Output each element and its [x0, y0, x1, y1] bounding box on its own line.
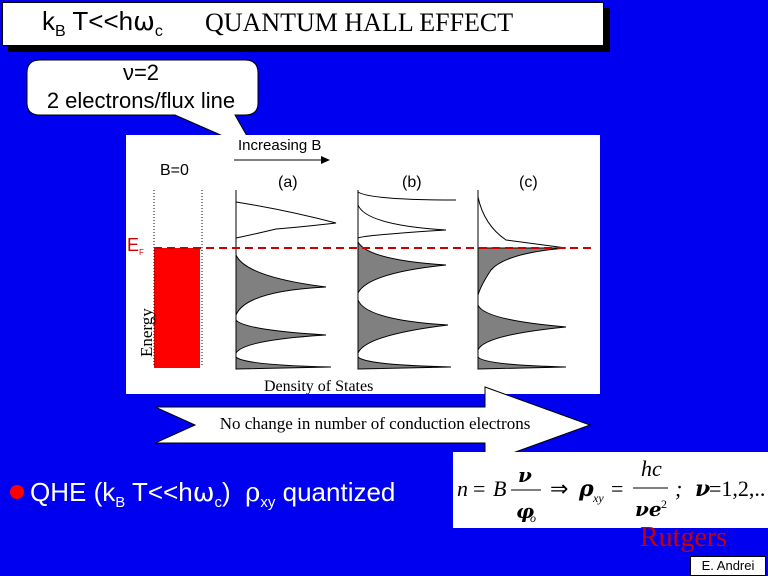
svg-text:⇒: ⇒: [550, 477, 568, 502]
callout-line2: 2 electrons/flux line: [46, 88, 236, 113]
svg-text:2: 2: [661, 497, 667, 511]
formula-box: n = B ν φ o ⇒ ρ xy = hc νe 2 ; ν =1,2,..: [453, 452, 768, 528]
panel-b-label: (b): [402, 174, 422, 191]
author-credit: E. Andrei: [690, 556, 766, 576]
b0-label: B=0: [160, 162, 189, 179]
svg-text:xy: xy: [592, 491, 604, 505]
svg-text:B: B: [493, 476, 506, 501]
svg-text:ν: ν: [695, 476, 710, 502]
title-condition: kB T<<hωc: [42, 6, 163, 41]
filled-states-block: [154, 248, 200, 368]
svg-text:;: ;: [675, 476, 682, 501]
rutgers-logo: Rutgers: [640, 522, 728, 553]
panel-c-dos: [477, 190, 567, 370]
svg-text:ν: ν: [518, 463, 532, 487]
svg-text:=1,2,..: =1,2,..: [709, 476, 765, 501]
svg-text:hc: hc: [641, 456, 662, 481]
svg-text:=: =: [473, 476, 485, 501]
svg-text:ρ: ρ: [578, 476, 594, 502]
panel-c-label: (c): [519, 174, 538, 191]
svg-text:o: o: [530, 511, 536, 525]
svg-text:νe: νe: [635, 497, 662, 521]
arrow-note: No change in number of conduction electr…: [219, 414, 531, 433]
qhe-bullet: QHE (kB T<<hωc) ρxy quantized: [10, 477, 395, 511]
fermi-label: EF: [127, 235, 144, 257]
svg-text:n: n: [457, 476, 468, 501]
bullet-icon: [10, 485, 24, 499]
arrow-right-icon: [321, 156, 330, 164]
title-heading: QUANTUM HALL EFFECT: [205, 8, 514, 37]
panel-a-dos: [235, 190, 337, 370]
dos-axis-label: Density of States: [264, 378, 373, 394]
energy-axis-label: Energy: [137, 308, 156, 357]
svg-text:=: =: [611, 476, 623, 501]
callout-bubble: [26, 59, 259, 152]
callout-line1: ν=2: [122, 60, 160, 85]
dos-figure: Increasing B B=0 (a) (b) (c) EF Energy: [126, 135, 600, 394]
increasing-b-label: Increasing B: [238, 137, 321, 154]
svg-text:φ: φ: [516, 499, 534, 523]
panel-b-dos: [357, 190, 457, 370]
panel-a-label: (a): [278, 174, 298, 191]
title-box: [2, 2, 604, 46]
